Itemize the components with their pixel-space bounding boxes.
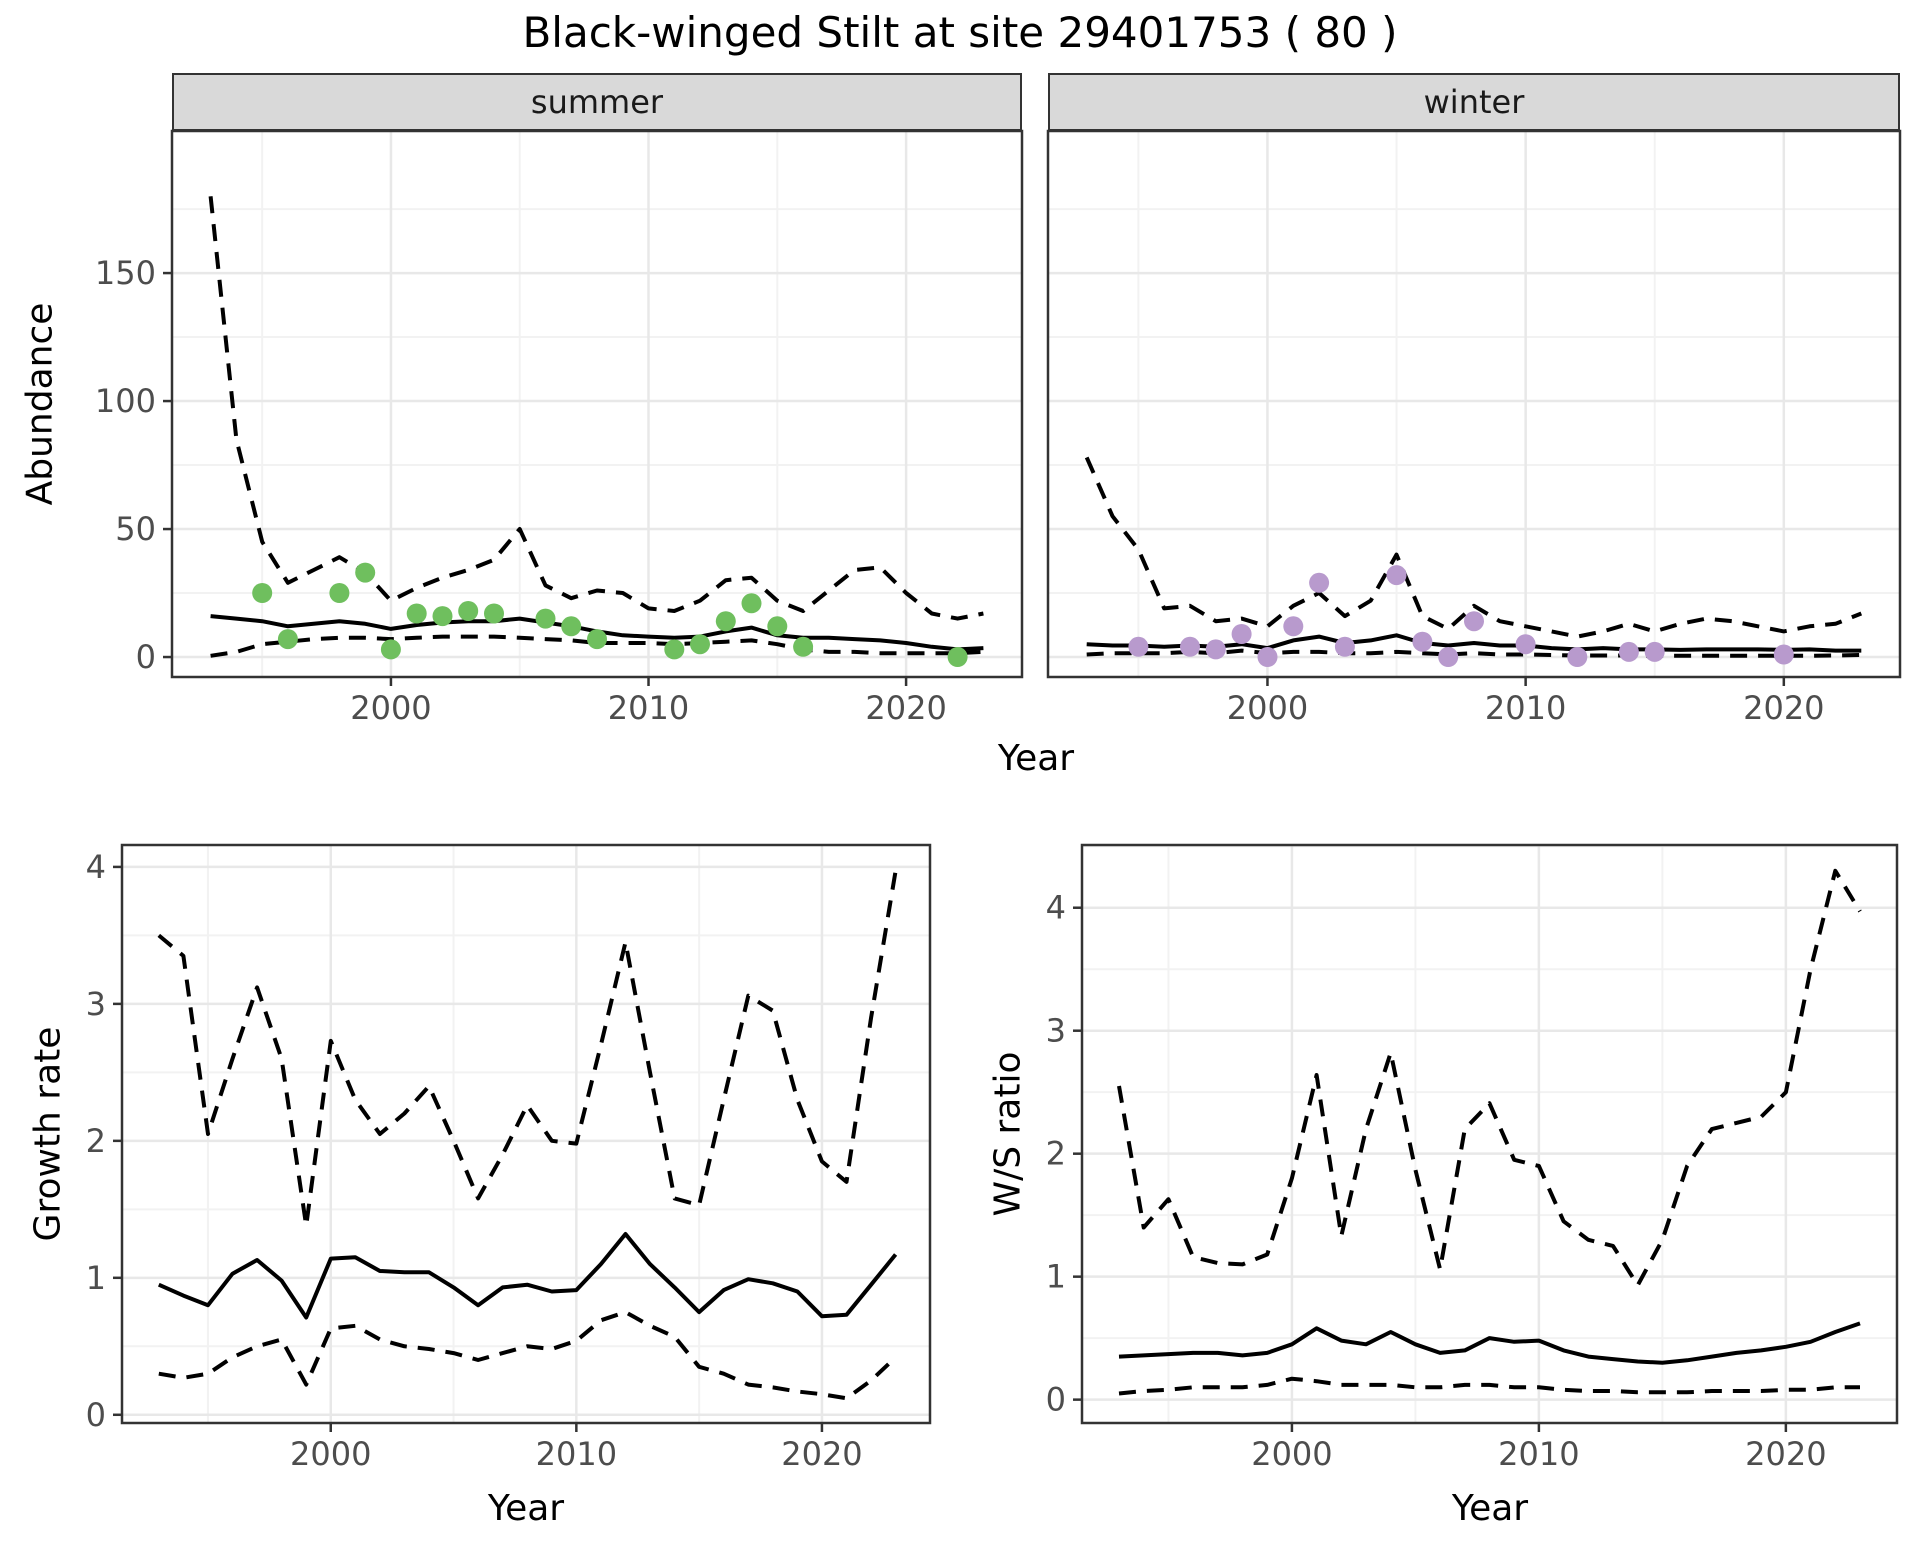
- growth_rate-y-tick-label: 2: [86, 1122, 106, 1160]
- growth_rate-y-tick-label: 4: [86, 848, 106, 886]
- ws_ratio-lower_ci-line: [1118, 1376, 1860, 1396]
- abundance_summer-lower_ci-line: [210, 634, 984, 658]
- ws_ratio-y-tick-label: 1: [1046, 1258, 1066, 1296]
- abundance_winter-observed-point: [1412, 631, 1433, 652]
- ws_ratio-panel-border: [1080, 843, 1899, 1425]
- x-axis-title-year-growth: Year: [487, 1488, 565, 1529]
- growth_rate-panel-bg: [122, 845, 930, 1423]
- growth_rate-y-tick-label: 1: [86, 1259, 106, 1297]
- growth_rate-lower_ci-line: [158, 1310, 897, 1401]
- facet-strip-winter: winter: [1048, 73, 1900, 131]
- abundance_summer-y-tick-label: 50: [115, 510, 156, 548]
- abundance_summer-observed-point: [587, 629, 607, 650]
- ws_ratio-x-tick-label: 2010: [1498, 1435, 1579, 1473]
- abundance_summer-panel-bg: [172, 131, 1022, 677]
- abundance_summer-observed-point: [535, 608, 556, 629]
- abundance_winter-observed-point: [1773, 644, 1794, 665]
- growth_rate-x-tick-label: 2020: [781, 1435, 862, 1473]
- abundance_summer-y-tick-label: 150: [95, 254, 156, 292]
- abundance_summer-y-tick-label: 100: [95, 382, 156, 420]
- ws_ratio-upper_ci-line: [1117, 868, 1862, 1288]
- abundance_winter-observed-point: [1644, 641, 1665, 662]
- abundance_winter-x-tick-label: 2020: [1743, 689, 1824, 727]
- abundance_winter-x-tick-label: 2000: [1227, 689, 1308, 727]
- abundance_summer-observed-point: [484, 603, 504, 624]
- ws_ratio-panel: 2000 2010 2020 0 1 2 3 4: [1046, 843, 1899, 1473]
- abundance_winter-observed-point: [1231, 624, 1252, 644]
- abundance_winter-observed-point: [1515, 634, 1536, 655]
- growth_rate-panel: 2000 2010 2020 0 1 2 3 4: [86, 843, 932, 1473]
- growth_rate-median-line: [157, 1232, 898, 1320]
- abundance_summer-observed-point: [793, 636, 814, 657]
- growth_rate-y-tick-label: 3: [86, 985, 106, 1023]
- ws_ratio-x-tick-label: 2000: [1251, 1435, 1332, 1473]
- abundance_summer-y-tick-label: 0: [136, 638, 156, 676]
- abundance_winter-observed-point: [1128, 636, 1149, 657]
- abundance_summer-observed-point: [380, 639, 401, 660]
- abundance_winter-observed-point: [1180, 636, 1200, 657]
- abundance_winter-observed-point: [1257, 647, 1278, 667]
- abundance_winter-observed-point: [1438, 647, 1459, 667]
- abundance_summer-observed-point: [406, 603, 427, 624]
- ws_ratio-x-tick-label: 2020: [1745, 1435, 1826, 1473]
- abundance_winter-x-tick-label: 2010: [1485, 689, 1566, 727]
- x-axis-title-year-top: Year: [997, 738, 1075, 779]
- abundance_summer-observed-point: [458, 601, 479, 621]
- x-axis-title-year-ws: Year: [1451, 1488, 1529, 1529]
- abundance_summer-panel: 2000 2010 2020 0 50 100 150: [95, 129, 1024, 727]
- abundance_winter-observed-point: [1464, 611, 1484, 632]
- abundance_summer-x-tick-label: 2010: [608, 689, 689, 727]
- abundance_winter-observed-point: [1283, 616, 1304, 637]
- abundance_summer-observed-point: [329, 583, 350, 603]
- abundance_summer-upper_ci-line: [208, 196, 984, 621]
- abundance_summer-observed-point: [561, 616, 582, 637]
- abundance_summer-observed-point: [947, 647, 968, 667]
- abundance_winter-lower_ci-line: [1086, 648, 1862, 658]
- ws_ratio-y-tick-label: 3: [1046, 1012, 1066, 1050]
- ws_ratio-y-tick-label: 0: [1046, 1381, 1066, 1419]
- abundance_summer-observed-point: [767, 616, 788, 637]
- abundance_winter-upper_ci-line: [1084, 456, 1863, 639]
- abundance_winter-observed-point: [1205, 639, 1226, 660]
- abundance_summer-observed-point: [664, 639, 685, 660]
- facet-strip-winter-label: winter: [1423, 83, 1525, 121]
- ws_ratio-y-tick-label: 4: [1046, 889, 1066, 927]
- abundance_summer-panel-border: [170, 129, 1024, 679]
- abundance_winter-observed-point: [1567, 647, 1588, 667]
- abundance_winter-observed-point: [1386, 565, 1407, 586]
- ws_ratio-panel-bg: [1082, 845, 1897, 1423]
- abundance_summer-observed-point: [277, 629, 298, 650]
- abundance_summer-x-tick-label: 2000: [350, 689, 431, 727]
- abundance_winter-observed-point: [1618, 641, 1639, 662]
- abundance_summer-observed-point: [252, 583, 273, 603]
- abundance_winter-panel: 2000 2010 2020: [1046, 129, 1902, 727]
- growth_rate-x-tick-label: 2010: [536, 1435, 617, 1473]
- growth_rate-x-tick-label: 2000: [290, 1435, 371, 1473]
- plot-title: Black-winged Stilt at site 29401753 ( 80…: [522, 8, 1398, 57]
- abundance_summer-observed-point: [741, 593, 762, 614]
- abundance_summer-observed-point: [715, 611, 736, 632]
- ws_ratio-y-tick-label: 2: [1046, 1135, 1066, 1173]
- abundance_summer-x-tick-label: 2020: [865, 689, 946, 727]
- abundance_winter-observed-point: [1309, 572, 1330, 593]
- facet-strip-summer-label: summer: [530, 83, 664, 121]
- abundance_winter-observed-point: [1334, 636, 1355, 657]
- growth_rate-y-tick-label: 0: [86, 1396, 106, 1434]
- facet-strip-summer: summer: [172, 73, 1022, 131]
- abundance_winter-panel-border: [1046, 129, 1902, 679]
- abundance_summer-observed-point: [355, 562, 376, 583]
- y-axis-title-growth-rate: Growth rate: [27, 1026, 69, 1242]
- y-axis-title-ws-ratio: W/S ratio: [987, 1051, 1029, 1217]
- abundance_summer-observed-point: [690, 634, 710, 655]
- growth_rate-panel-border: [120, 843, 932, 1425]
- abundance_summer-observed-point: [432, 606, 453, 627]
- ws_ratio-median-line: [1118, 1321, 1861, 1365]
- abundance_winter-panel-bg: [1048, 131, 1900, 677]
- y-axis-title-abundance: Abundance: [19, 302, 61, 506]
